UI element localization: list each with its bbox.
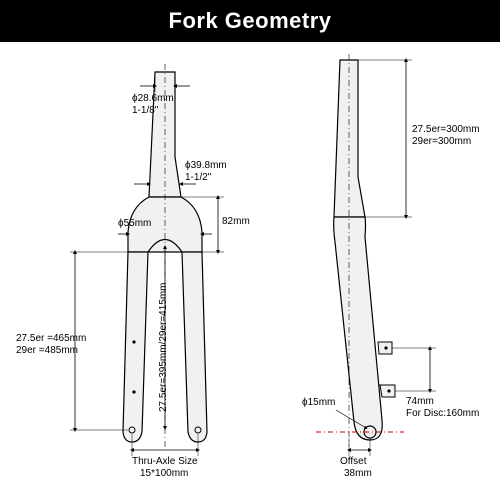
atoc-29: 29er =485mm [16,345,78,358]
page-title: Fork Geometry [0,0,500,42]
disc-spacing-b: For Disc:160mm [406,408,479,421]
steerer-bot-mm: ϕ39.8mm [185,160,227,173]
disc-spacing-a: 74mm [406,396,434,409]
crown-race-h: 82mm [222,216,250,229]
steerer-top-mm: ϕ28.6mm [132,93,174,106]
atoc-275: 27.5er =465mm [16,333,86,346]
steerer-top-in: 1-1/8" [132,105,158,118]
crown-dia: ϕ55mm [118,218,151,231]
fork-geometry-svg [0,42,500,492]
steerer-bot-in: 1-1/2" [185,172,211,185]
thru-axle-size: 15*100mm [140,468,188,481]
diagram-canvas: ϕ28.6mm 1-1/8" ϕ39.8mm 1-1/2" ϕ55mm 82mm… [0,42,500,492]
steerer-len-29: 29er=300mm [412,136,471,149]
axle-dia: ϕ15mm [302,397,335,410]
offset-val: 38mm [344,468,372,481]
thru-axle-label: Thru-Axle Size [132,456,198,469]
blade-length: 27.5er=395mm/29er=415mm [158,282,171,412]
steerer-len-275: 27.5er=300mm [412,124,480,137]
offset-label: Offset [340,456,367,469]
